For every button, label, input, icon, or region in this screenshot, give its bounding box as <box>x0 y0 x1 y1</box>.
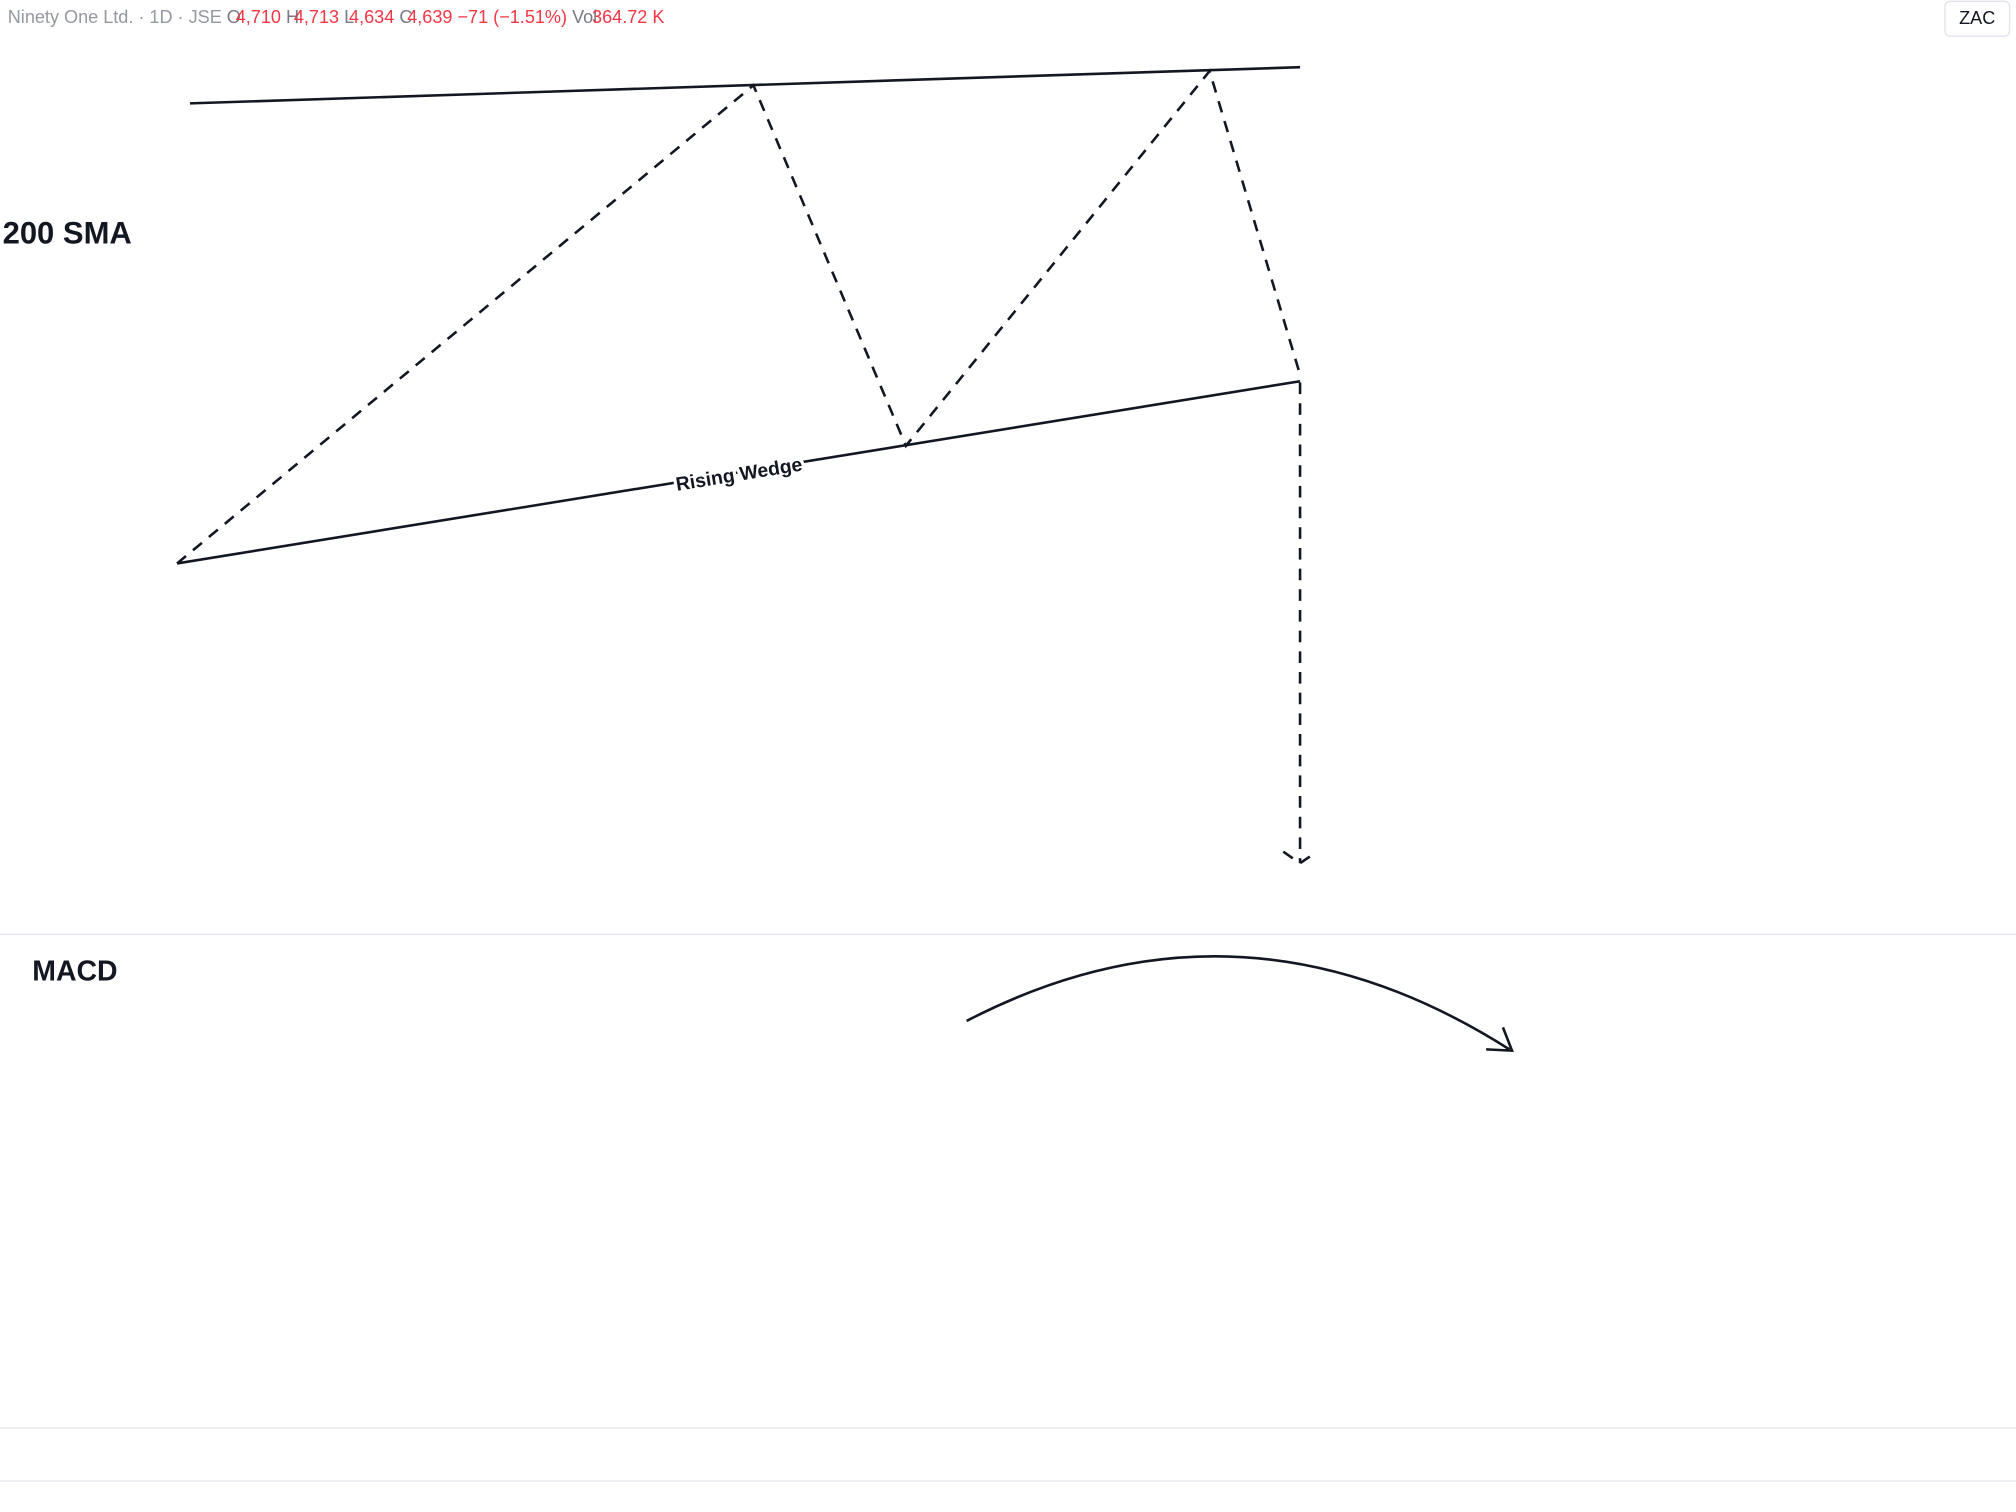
legend-header: Ninety One Ltd. · 1D · JSE O4,710 H4,713… <box>8 7 665 27</box>
ohlc-value: 4,710 <box>236 7 281 27</box>
ohlc-key: L <box>344 7 354 27</box>
target-arrow <box>1282 382 1318 865</box>
symbol: Ninety One Ltd. · 1D · JSE <box>8 7 222 27</box>
macd-arrow <box>966 955 1514 1053</box>
zigzag <box>176 68 1302 565</box>
volume-value: 364.72 K <box>592 7 664 27</box>
currency[interactable]: ZAC <box>1959 8 1995 28</box>
ohlc-value: 4,639 <box>407 7 452 27</box>
ohlc-key: C <box>399 7 412 27</box>
sma-label: 200 SMA <box>3 215 132 250</box>
ohlc-key: O <box>227 7 241 27</box>
change: −71 (−1.51%) <box>457 7 567 27</box>
currency-button[interactable] <box>1944 0 2011 37</box>
drawings <box>176 65 1514 1053</box>
wedge-lower <box>176 379 1301 565</box>
volume-key: Vol <box>572 7 597 27</box>
macd-label: MACD <box>32 956 117 988</box>
ohlc-value: 4,713 <box>294 7 339 27</box>
ohlc-key: H <box>286 7 299 27</box>
pattern-label: Rising Wedge <box>674 454 804 496</box>
ohlc-value: 4,634 <box>349 7 394 27</box>
wedge-upper <box>189 65 1301 105</box>
